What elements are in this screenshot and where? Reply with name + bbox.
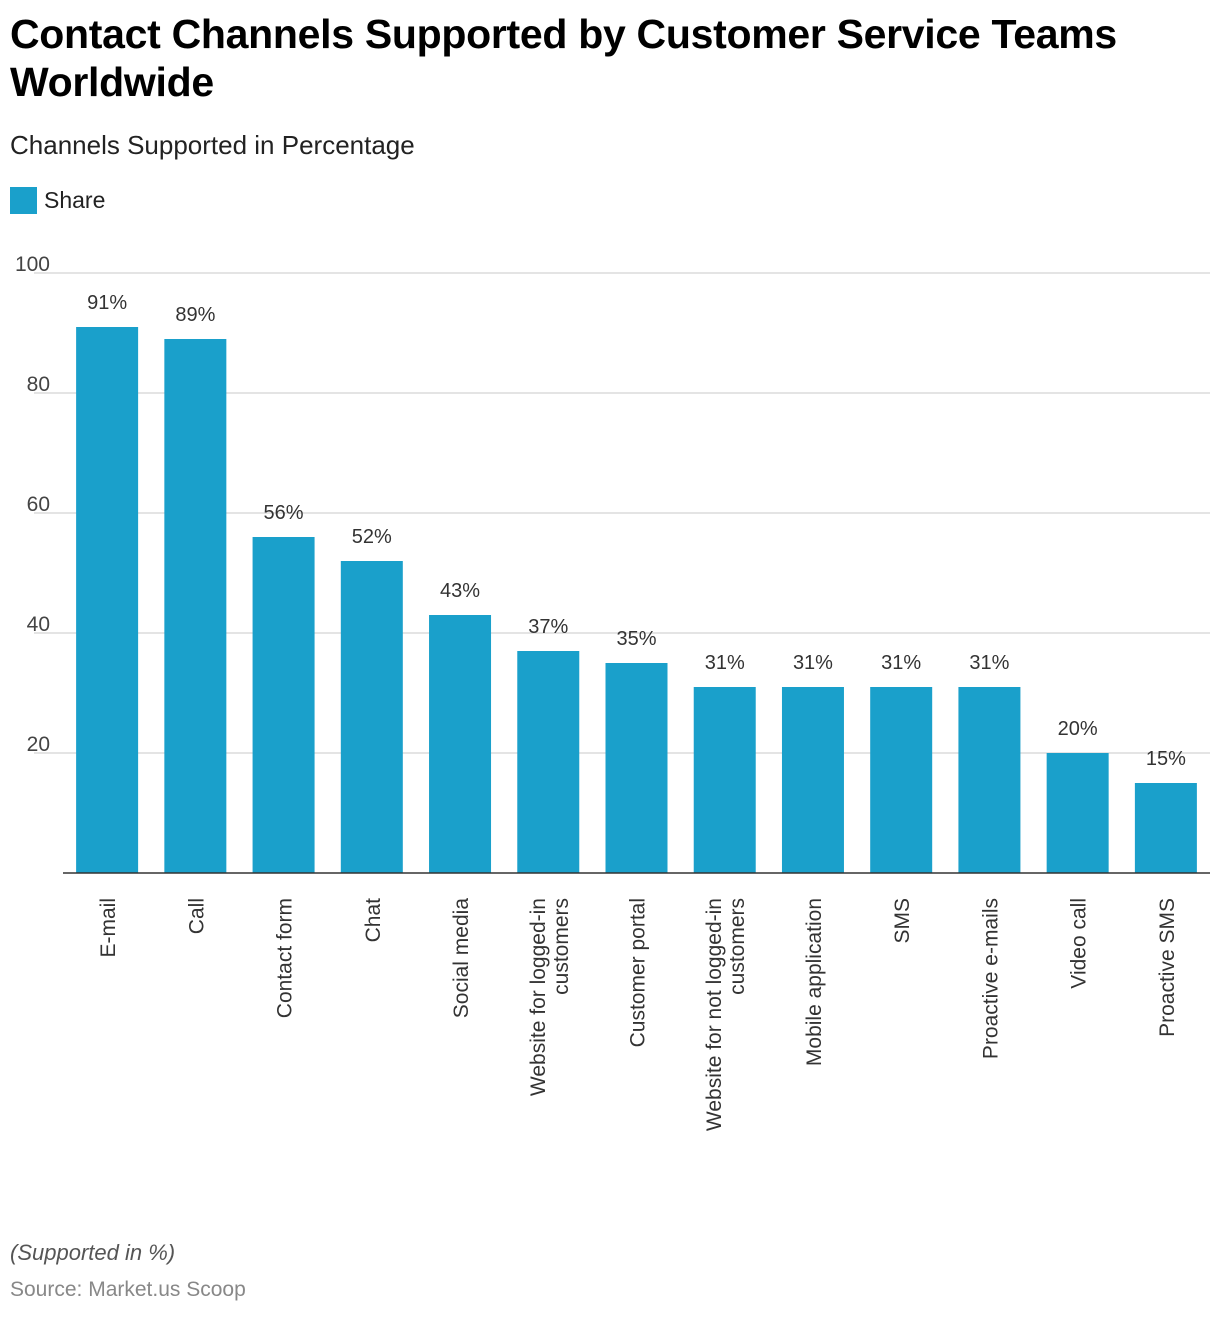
bar xyxy=(693,687,756,873)
x-axis-labels: E-mail Call Contact form Chat Social media We… xyxy=(97,898,1179,1131)
data-labels: 91% 89% 56% 52% 43% 37% 35% 31% 31% 31% 31% 20% 15% xyxy=(87,292,1186,770)
x-tick-label: Website for logged-in customers xyxy=(527,898,573,1096)
bar xyxy=(340,561,403,873)
x-tick-label: Video call xyxy=(1068,898,1091,989)
x-tick-label: Mobile application xyxy=(803,898,826,1066)
source-note: Source: Market.us Scoop xyxy=(10,1278,246,1301)
bar xyxy=(1134,783,1197,873)
y-tick-label: 80 xyxy=(27,373,50,396)
x-tick-label-line: Proactive e-mails xyxy=(979,898,1002,1059)
y-tick-label: 100 xyxy=(15,253,50,276)
data-label: 15% xyxy=(1146,748,1186,770)
y-tick-label: 60 xyxy=(27,493,50,516)
legend-label: Share xyxy=(44,187,106,213)
x-tick-label: Website for not logged-in customers xyxy=(703,898,749,1131)
x-tick-label-line: Customer portal xyxy=(627,898,650,1047)
bar xyxy=(958,687,1021,873)
bar-chart: 20 40 60 80 100 91% 89% 56% 52% 43% 37% 35% 31% 31% 3… xyxy=(15,253,1210,1131)
bar xyxy=(517,651,580,873)
x-tick-label-line: SMS xyxy=(891,898,914,944)
legend: Share xyxy=(10,186,105,214)
data-label: 91% xyxy=(87,292,127,314)
data-label: 52% xyxy=(352,526,392,548)
data-label: 31% xyxy=(881,652,921,674)
x-tick-label-line: Mobile application xyxy=(803,898,826,1066)
bar xyxy=(1046,753,1109,873)
data-label: 37% xyxy=(528,616,568,638)
x-tick-label: Proactive SMS xyxy=(1156,898,1179,1037)
chart-subtitle: Channels Supported in Percentage xyxy=(10,130,415,160)
data-label: 35% xyxy=(616,628,656,650)
x-tick-label-line: Website for logged-in xyxy=(527,898,550,1096)
data-label: 89% xyxy=(175,304,215,326)
data-label: 31% xyxy=(705,652,745,674)
x-tick-label-line: Chat xyxy=(362,898,385,943)
x-tick-label: Proactive e-mails xyxy=(979,898,1002,1059)
bar xyxy=(781,687,844,873)
bars xyxy=(76,327,1197,873)
x-tick-label-line: E-mail xyxy=(97,898,120,958)
x-tick-label-line: Call xyxy=(185,898,208,934)
x-tick-label-line: customers xyxy=(726,898,749,995)
x-tick-label-line: Social media xyxy=(450,898,473,1019)
bar xyxy=(164,339,227,873)
x-tick-label: SMS xyxy=(891,898,914,944)
x-tick-label-line: Video call xyxy=(1068,898,1091,989)
x-tick-label: Contact form xyxy=(274,898,297,1018)
bar xyxy=(429,615,492,873)
data-label: 20% xyxy=(1058,718,1098,740)
chart-title: Contact Channels Supported by Customer S… xyxy=(10,11,1117,105)
data-label: 31% xyxy=(793,652,833,674)
data-label: 31% xyxy=(969,652,1009,674)
legend-swatch xyxy=(10,186,37,214)
data-label: 56% xyxy=(264,502,304,524)
x-tick-label: Call xyxy=(185,898,208,934)
x-tick-label: Social media xyxy=(450,898,473,1019)
x-tick-label-line: Website for not logged-in xyxy=(703,898,726,1131)
bar xyxy=(252,537,315,873)
x-tick-label: E-mail xyxy=(97,898,120,958)
y-tick-label: 20 xyxy=(27,733,50,756)
x-tick-label-line: customers xyxy=(550,898,573,995)
bar xyxy=(76,327,139,873)
y-axis-ticks: 20 40 60 80 100 xyxy=(15,253,50,756)
x-tick-label: Customer portal xyxy=(627,898,650,1047)
x-tick-label-line: Contact form xyxy=(274,898,297,1018)
data-label: 43% xyxy=(440,580,480,602)
y-tick-label: 40 xyxy=(27,613,50,636)
x-tick-label-line: Proactive SMS xyxy=(1156,898,1179,1037)
bar xyxy=(870,687,933,873)
x-tick-label: Chat xyxy=(362,898,385,943)
bar xyxy=(605,663,668,873)
footnote: (Supported in %) xyxy=(10,1240,176,1265)
